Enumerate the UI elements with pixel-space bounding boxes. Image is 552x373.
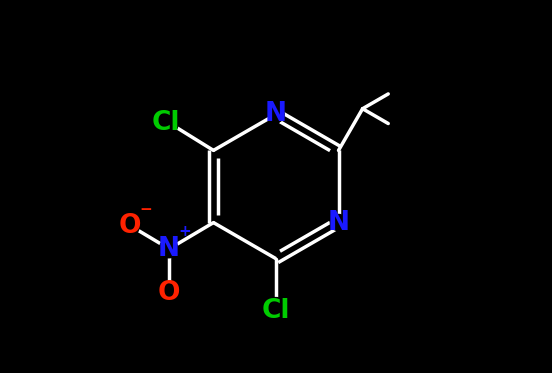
Text: +: +: [178, 224, 191, 239]
Text: Cl: Cl: [262, 298, 290, 323]
Circle shape: [331, 214, 347, 231]
Text: O: O: [157, 280, 180, 306]
Text: Cl: Cl: [151, 110, 179, 136]
Circle shape: [160, 239, 178, 258]
Circle shape: [152, 110, 178, 136]
Text: N: N: [157, 235, 179, 261]
Circle shape: [121, 217, 139, 236]
Text: O: O: [119, 213, 141, 239]
Circle shape: [160, 284, 178, 302]
Text: N: N: [327, 210, 349, 236]
Circle shape: [268, 106, 284, 122]
Text: −: −: [139, 203, 152, 217]
Text: N: N: [265, 101, 287, 127]
Circle shape: [263, 298, 289, 323]
